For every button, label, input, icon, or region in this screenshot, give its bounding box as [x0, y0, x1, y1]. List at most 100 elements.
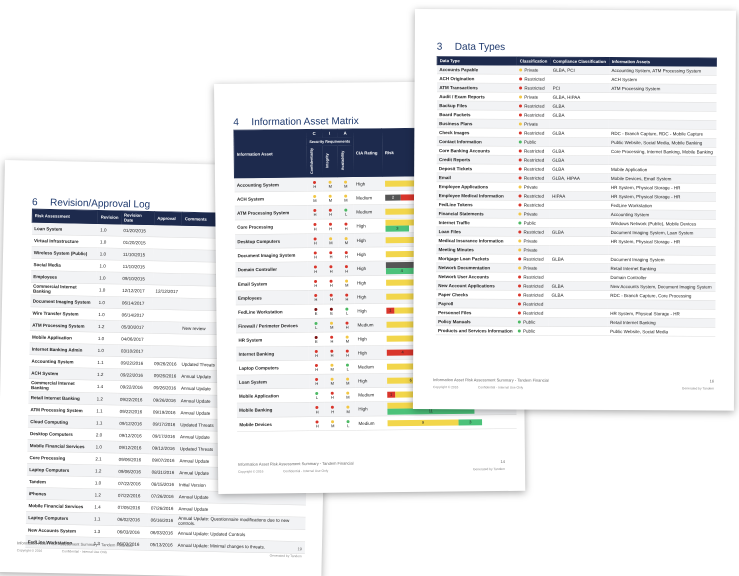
cell-text: Virtual Infrastructure: [34, 237, 79, 244]
cell-text: 1.0: [99, 251, 107, 257]
cell-text: Restricted: [523, 193, 545, 199]
cell-text: Restricted: [524, 85, 545, 91]
cell-text: Restricted: [523, 157, 545, 163]
cell-text: FedLine Tokens: [438, 201, 473, 208]
classification-dot: [518, 302, 522, 306]
cell-text: Updated Threats: [181, 361, 215, 368]
cell-text: HR System, Physical Storage - HR: [610, 238, 681, 245]
cia-dot: [345, 293, 349, 297]
page-number: 16: [709, 379, 715, 384]
cell-text: RDC - Branch Capture, Core Processing: [610, 292, 692, 299]
column-header: Information Asset: [233, 129, 307, 179]
classification-dot: [518, 203, 522, 207]
cell-text: 09/26/2016: [153, 385, 177, 391]
table-cell: GLBA: [550, 101, 609, 111]
cell-text: Check Images: [439, 129, 470, 136]
cell-text: Restricted: [523, 301, 544, 307]
footer-title: Information Asset Risk Assessment Summar…: [237, 461, 354, 467]
cell-text: 12/12/2017: [155, 288, 179, 295]
column-header: Revision Date: [121, 210, 155, 225]
rating-cell: High: [355, 345, 385, 360]
footer-generated: Generated by Tandem: [681, 386, 715, 391]
cia-letter: H: [329, 212, 333, 217]
table-cell: [549, 182, 609, 192]
table-cell: 01/20/2015: [120, 224, 155, 237]
cell-text: Mobile Financial Services: [29, 442, 85, 449]
cell-text: New Accounts System, Document Imaging Sy…: [610, 283, 712, 290]
cell-text: GLBA, PCI: [552, 67, 575, 73]
table-cell: 04/06/2017: [118, 332, 153, 346]
asset-cell: ACH System: [234, 191, 308, 207]
table-cell: Public Website, Social Media: [607, 326, 716, 337]
table-cell: 1.0: [95, 332, 119, 345]
table-cell: 11/10/2015: [120, 260, 154, 273]
risk-segment: 3: [458, 418, 483, 426]
cell-text: 09/12/2016: [119, 420, 142, 427]
cia-cell: H: [339, 317, 356, 332]
cia-letter: H: [313, 226, 317, 232]
cia-dot: [346, 377, 350, 381]
table-cell: Restricted: [516, 74, 551, 84]
cia-letter: M: [344, 198, 348, 203]
cell-text: Mortgage Loan Packets: [438, 255, 489, 262]
table-cell: GLBA: [549, 110, 609, 120]
classification-dot: [519, 104, 523, 108]
cell-text: Policy Manuals: [438, 318, 471, 325]
table-cell: 1.2: [95, 320, 120, 333]
cell-text: Board Packets: [439, 111, 471, 118]
cell-text: Core Banking Accounts: [438, 147, 490, 154]
cell-text: Network User Accounts: [438, 273, 489, 280]
cell-text: 1.2: [96, 396, 104, 402]
cell-text: 1.0: [100, 227, 107, 233]
cell-text: Paper Checks: [438, 291, 469, 298]
cell-text: New Accounts System: [27, 527, 77, 534]
cell-text: Public Website, Social Media: [610, 328, 669, 335]
classification-dot: [518, 185, 522, 189]
cia-cell: M: [337, 176, 354, 191]
cia-letter: L: [347, 423, 350, 429]
cia-cell: L: [339, 359, 356, 374]
cell-text: Mobile Devices, Email System: [610, 175, 672, 182]
table-cell: Contact Information: [436, 136, 517, 147]
cell-text: GLBA, HIPAA: [552, 175, 580, 181]
cell-text: 09/12/2016: [118, 444, 142, 451]
cia-letter: H: [331, 409, 335, 415]
cell-text: GLBA: [552, 130, 565, 136]
footer-copyright: Copyright © 2016: [238, 470, 264, 474]
section-number: 4: [233, 116, 240, 128]
table-cell: [548, 326, 608, 336]
table-cell: 05/13/2016: [147, 538, 176, 551]
table-cell: [550, 74, 609, 84]
table-cell: 07/22/2016: [115, 477, 150, 490]
table-cell: 05/30/2017: [118, 320, 153, 334]
table-cell: 1.0: [96, 259, 121, 273]
cia-dot: [313, 180, 317, 184]
cia-dot: [315, 363, 319, 367]
cia-cell: L: [339, 303, 355, 318]
cell-text: Internet Traffic: [438, 219, 470, 226]
cell-text: Document Imaging System: [32, 298, 91, 305]
document-page: 3 Data Types Data Type Classification Compli…: [412, 9, 736, 411]
cia-letter: H: [345, 297, 349, 302]
rating-cell: High: [354, 275, 384, 290]
cia-dot: [344, 250, 348, 254]
vertical-header: Integrity: [324, 153, 330, 169]
vertical-header: Availability: [340, 150, 346, 171]
cia-cell: H: [322, 218, 339, 234]
table-cell: [153, 236, 182, 250]
cell-text: 07/05/2016: [117, 504, 141, 511]
cell-text: 1.0: [97, 347, 105, 353]
cell-text: Private: [523, 184, 538, 190]
cell-text: 1.0: [99, 239, 107, 245]
rating-cell: Medium: [353, 190, 383, 205]
footer-generated: Generated by Tandem: [472, 467, 506, 472]
cell-text: 1.1: [94, 516, 101, 522]
table-cell: Private: [516, 65, 551, 75]
table-cell: 09/06/2016: [115, 465, 150, 478]
cell-text: Desktop Computers: [29, 430, 73, 437]
cell-text: GLBA: [552, 166, 565, 172]
cia-letter: M: [345, 283, 349, 288]
cell-text: Domain Controller: [610, 274, 647, 280]
table-cell: 06/03/2016: [147, 526, 176, 539]
